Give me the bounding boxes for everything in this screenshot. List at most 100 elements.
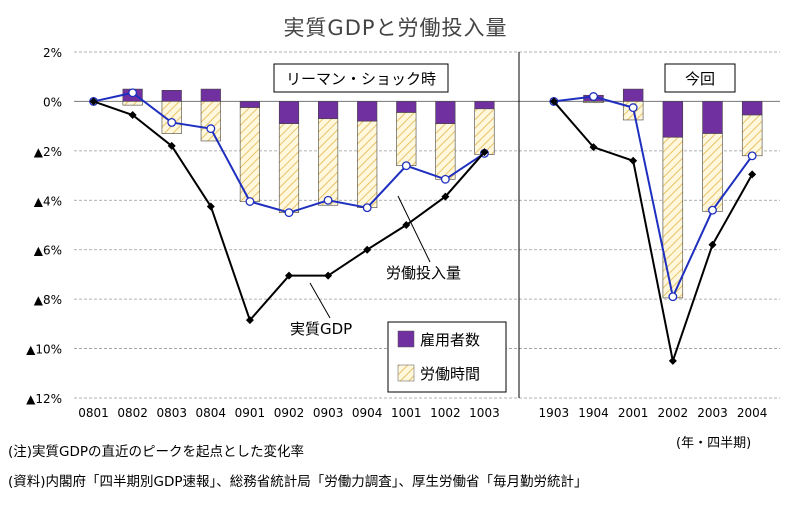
point-labor-input bbox=[323, 195, 333, 205]
bar-employment bbox=[702, 101, 723, 134]
bar-employment bbox=[435, 101, 456, 124]
bar-work-hours bbox=[357, 120, 378, 208]
point-labor-input bbox=[245, 197, 255, 206]
bar-employment bbox=[200, 88, 221, 102]
panel-label-now: 今回 bbox=[685, 70, 715, 88]
point-real-gdp bbox=[363, 245, 372, 254]
bar-employment bbox=[662, 101, 684, 138]
bar-work-hours bbox=[662, 136, 684, 299]
point-labor-input bbox=[128, 88, 138, 98]
bar-work-hours bbox=[583, 101, 604, 103]
legend-label-employment: 雇用者数 bbox=[420, 331, 480, 349]
point-labor-input bbox=[401, 161, 411, 171]
x-tick-label: 0802 bbox=[117, 406, 148, 420]
point-labor-input bbox=[284, 208, 294, 218]
x-tick-label: 1001 bbox=[391, 406, 422, 420]
bar-work-hours bbox=[741, 114, 763, 157]
legend-swatch-employment bbox=[397, 330, 415, 348]
bar-employment bbox=[357, 101, 378, 122]
x-tick-label: 1002 bbox=[430, 406, 461, 420]
point-labor-input bbox=[167, 117, 177, 127]
y-tick-label: 0% bbox=[43, 95, 62, 109]
point-real-gdp bbox=[589, 143, 598, 152]
footnote-note: (注)実質GDPの直近のピークを起点とした変化率 bbox=[8, 444, 305, 460]
bar-employment bbox=[239, 101, 260, 108]
annotation-leader-gdp bbox=[309, 282, 331, 319]
x-tick-label: 0901 bbox=[235, 406, 266, 420]
point-labor-input bbox=[589, 92, 598, 101]
y-tick-label: 2% bbox=[43, 46, 62, 60]
bar-employment bbox=[622, 88, 644, 102]
footnote-source: (資料)内閣府「四半期別GDP速報」、総務省統計局「労働力調査」、厚生労働省「毎… bbox=[8, 474, 588, 490]
bar-employment bbox=[278, 101, 300, 124]
x-tick-label: 0803 bbox=[156, 406, 187, 420]
point-labor-input bbox=[708, 205, 717, 215]
point-real-gdp bbox=[441, 192, 450, 201]
point-real-gdp bbox=[206, 202, 215, 211]
bar-work-hours bbox=[474, 108, 495, 155]
point-real-gdp bbox=[324, 271, 333, 280]
bar-work-hours bbox=[318, 118, 339, 206]
bar-employment bbox=[161, 90, 182, 102]
x-tick-label: 1904 bbox=[578, 406, 609, 420]
x-tick-label: 2004 bbox=[737, 406, 768, 420]
bar-work-hours bbox=[122, 101, 143, 106]
panel-label-box-now: 今回 bbox=[664, 63, 736, 93]
line-labor-input bbox=[553, 95, 753, 300]
point-real-gdp bbox=[708, 240, 717, 249]
point-real-gdp bbox=[629, 156, 638, 165]
panel-label-box-lehman: リーマン・ショック時 bbox=[273, 63, 449, 93]
legend-label-hours: 労働時間 bbox=[420, 365, 480, 383]
point-real-gdp bbox=[128, 111, 137, 120]
legend-swatch-hours bbox=[397, 364, 415, 382]
x-tick-label: 2002 bbox=[658, 406, 689, 420]
y-tick-label: ▲6% bbox=[34, 244, 62, 258]
x-axis-unit-label: (年・四半期) bbox=[676, 436, 752, 451]
point-real-gdp bbox=[668, 356, 677, 365]
annotation-gdp: 実質GDP bbox=[290, 320, 352, 338]
point-labor-input bbox=[362, 203, 372, 213]
bar-work-hours bbox=[200, 101, 221, 142]
x-tick-label: 0801 bbox=[78, 406, 109, 420]
y-tick-label: ▲8% bbox=[34, 293, 62, 307]
bar-work-hours bbox=[278, 123, 300, 213]
x-tick-label: 1903 bbox=[539, 406, 570, 420]
y-tick-label: ▲10% bbox=[26, 343, 62, 357]
bar-work-hours bbox=[435, 123, 456, 180]
bar-employment bbox=[396, 101, 417, 113]
point-labor-input bbox=[440, 174, 450, 184]
point-labor-input bbox=[668, 292, 678, 302]
annotation-leader-labor bbox=[397, 195, 431, 263]
point-labor-input bbox=[747, 151, 757, 161]
point-real-gdp bbox=[480, 148, 489, 157]
x-tick-label: 2003 bbox=[697, 406, 728, 420]
bar-work-hours bbox=[161, 101, 182, 134]
panel-label-lehman: リーマン・ショック時 bbox=[286, 70, 436, 88]
x-tick-label: 0902 bbox=[274, 406, 305, 420]
annotation-labor-input: 労働投入量 bbox=[386, 264, 461, 282]
y-tick-label: ▲12% bbox=[26, 392, 62, 406]
y-tick-label: ▲2% bbox=[34, 145, 62, 159]
bar-employment bbox=[318, 101, 339, 120]
x-tick-label: 0904 bbox=[352, 406, 383, 420]
point-real-gdp bbox=[285, 271, 293, 280]
point-labor-input bbox=[206, 124, 216, 134]
bar-employment bbox=[474, 101, 495, 110]
bar-work-hours bbox=[396, 112, 417, 166]
y-tick-label: ▲4% bbox=[34, 194, 62, 208]
point-real-gdp bbox=[245, 316, 254, 325]
legend: 雇用者数 労働時間 bbox=[387, 321, 507, 393]
x-tick-label: 1003 bbox=[469, 406, 500, 420]
point-real-gdp bbox=[89, 97, 98, 106]
point-real-gdp bbox=[402, 221, 411, 229]
chart-title: 実質GDPと労働投入量 bbox=[283, 16, 508, 40]
bar-employment bbox=[741, 101, 763, 116]
point-real-gdp bbox=[549, 97, 558, 106]
point-real-gdp bbox=[748, 170, 757, 179]
point-real-gdp bbox=[167, 141, 176, 150]
line-real-gdp bbox=[553, 100, 754, 365]
x-tick-label: 2001 bbox=[618, 406, 649, 420]
point-labor-input bbox=[628, 103, 638, 113]
x-tick-label: 0903 bbox=[313, 406, 344, 420]
